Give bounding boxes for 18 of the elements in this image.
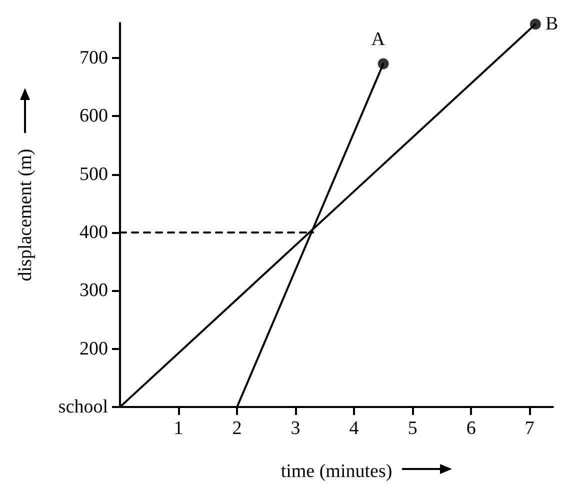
x-tick-label: 4 [349, 418, 360, 439]
y-tick-label: 200 [80, 338, 108, 360]
y-tick-label: 600 [80, 106, 108, 127]
y-tick-label: 400 [80, 222, 108, 243]
x-tick-label: 2 [232, 418, 242, 439]
x-tick-label: 3 [290, 418, 300, 439]
x-tick-label: 6 [466, 418, 476, 439]
series-label: B [545, 14, 558, 35]
x-axis-title: time (minutes) [280, 461, 392, 482]
x-tick-label: 5 [408, 418, 418, 439]
x-tick-label: 1 [174, 418, 184, 439]
y-tick-label: 500 [80, 164, 108, 185]
x-tick-label: 7 [524, 418, 534, 439]
series-label: A [371, 29, 386, 50]
y-tick-label: school [58, 396, 108, 418]
y-tick-label: 700 [80, 47, 108, 68]
y-axis-title: displacement (m) [15, 148, 36, 282]
y-tick-label: 300 [80, 280, 108, 302]
